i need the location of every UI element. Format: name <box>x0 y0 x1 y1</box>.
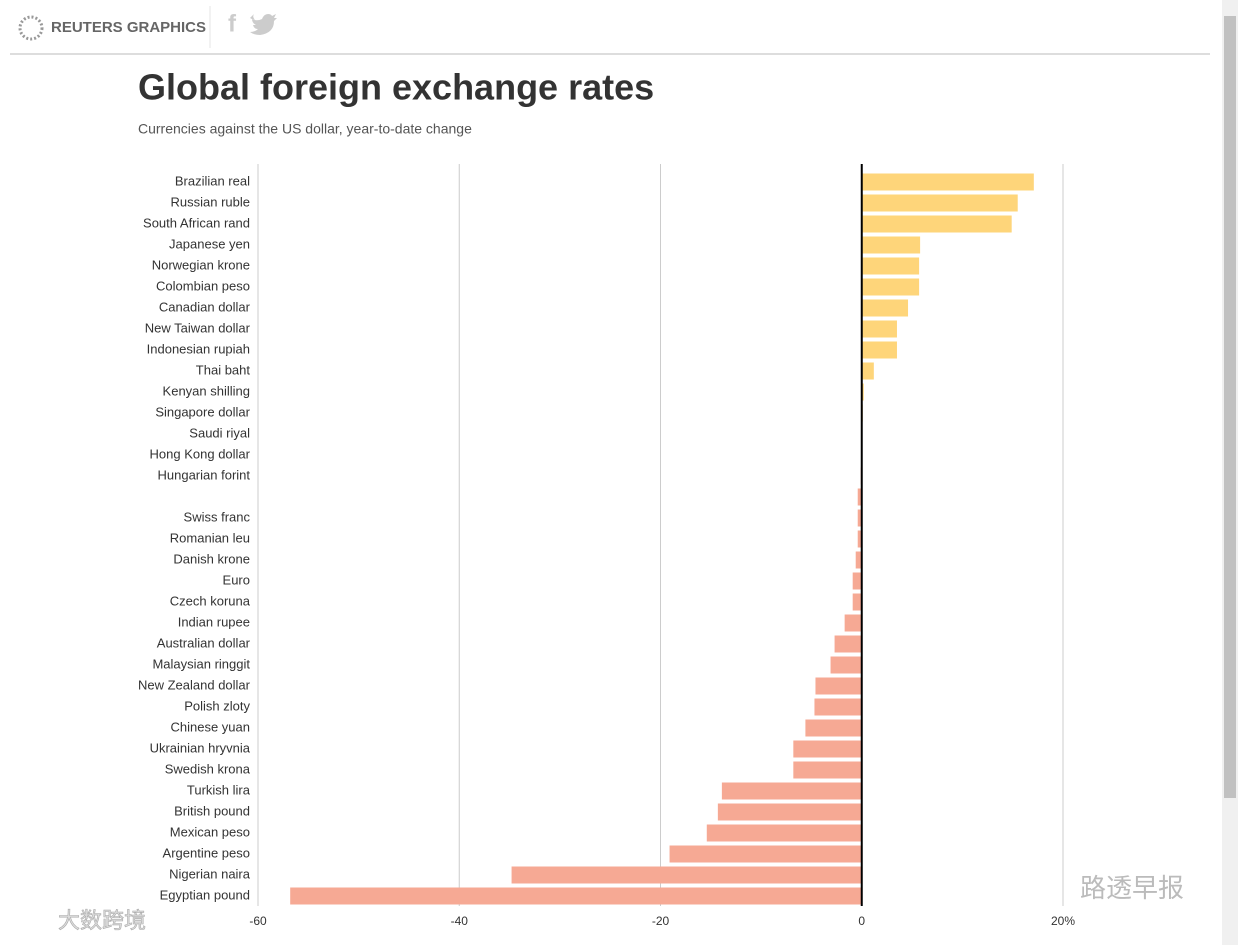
y-tick-label: Russian ruble <box>171 194 251 209</box>
scrollbar-thumb[interactable] <box>1224 16 1236 798</box>
y-tick-label: Singapore dollar <box>155 404 250 419</box>
bar <box>815 677 862 695</box>
y-tick-label: Euro <box>223 572 250 587</box>
bar <box>861 341 897 359</box>
bar <box>861 236 921 254</box>
twitter-icon[interactable] <box>250 14 277 35</box>
bar <box>717 803 862 821</box>
bar <box>814 698 862 716</box>
bar <box>852 572 862 590</box>
bar <box>861 194 1018 212</box>
brand-logo <box>18 15 44 41</box>
x-tick-label: -60 <box>249 914 267 928</box>
bar <box>861 299 909 317</box>
y-tick-label: Danish krone <box>173 551 250 566</box>
y-tick-label: New Zealand dollar <box>138 677 251 692</box>
y-tick-label: Argentine peso <box>163 845 250 860</box>
y-tick-label: British pound <box>174 803 250 818</box>
y-tick-label: Canadian dollar <box>159 299 251 314</box>
bar <box>861 173 1034 191</box>
y-tick-label: Hong Kong dollar <box>150 446 251 461</box>
bar <box>857 488 862 506</box>
bar <box>857 509 862 527</box>
bar <box>793 761 862 779</box>
header-bar <box>0 0 1220 54</box>
bar <box>805 719 862 737</box>
y-tick-label: Romanian leu <box>170 530 250 545</box>
bar <box>852 593 862 611</box>
bar <box>793 740 862 758</box>
y-tick-label: Indian rupee <box>178 614 250 629</box>
bar <box>511 866 862 884</box>
y-tick-label: Czech koruna <box>170 593 251 608</box>
y-tick-label: Australian dollar <box>157 635 251 650</box>
brand-name: REUTERS GRAPHICS <box>51 19 206 36</box>
bar <box>861 257 920 275</box>
bar <box>669 845 862 863</box>
bar <box>861 278 920 296</box>
bar <box>861 215 1012 233</box>
watermark: 路透早报 <box>1080 873 1184 903</box>
y-tick-label: Nigerian naira <box>169 866 251 881</box>
y-tick-label: Kenyan shilling <box>163 383 250 398</box>
bar <box>706 824 862 842</box>
bar <box>834 635 862 653</box>
x-tick-label: -40 <box>451 914 469 928</box>
bar <box>830 656 862 674</box>
bar <box>290 887 862 905</box>
y-tick-label: Mexican peso <box>170 824 250 839</box>
y-tick-label: Egyptian pound <box>160 887 250 902</box>
plot: -60 -40 -20 0 20% Brazilian real Russian ruble… <box>138 164 1075 928</box>
chart-title: Global foreign exchange rates <box>138 67 654 108</box>
y-tick-label: Norwegian krone <box>152 257 250 272</box>
y-tick-label: Malaysian ringgit <box>152 656 250 671</box>
y-tick-label: Polish zloty <box>184 698 250 713</box>
x-tick-label: 0 <box>858 914 865 928</box>
bar <box>721 782 862 800</box>
y-tick-label: Hungarian forint <box>158 467 251 482</box>
y-tick-label: Brazilian real <box>175 173 250 188</box>
y-tick-label: Japanese yen <box>169 236 250 251</box>
y-tick-label: Ukrainian hryvnia <box>150 740 251 755</box>
bar <box>857 530 862 548</box>
watermark: 大数跨境 <box>58 908 146 933</box>
y-tick-label: Saudi riyal <box>189 425 250 440</box>
y-tick-label: Swiss franc <box>184 509 251 524</box>
y-tick-label: Swedish krona <box>165 761 251 776</box>
y-tick-label: Thai baht <box>196 362 251 377</box>
chart-subtitle: Currencies against the US dollar, year-t… <box>138 121 472 137</box>
bar <box>861 320 897 338</box>
y-tick-label: Colombian peso <box>156 278 250 293</box>
bar <box>861 383 864 401</box>
y-tick-label: South African rand <box>143 215 250 230</box>
y-tick-label: New Taiwan dollar <box>145 320 251 335</box>
x-tick-label: 20% <box>1051 914 1075 928</box>
y-tick-label: Indonesian rupiah <box>147 341 250 356</box>
bar <box>844 614 862 632</box>
x-tick-label: -20 <box>652 914 670 928</box>
y-tick-label: Chinese yuan <box>171 719 251 734</box>
y-tick-label: Turkish lira <box>187 782 251 797</box>
bar <box>861 362 874 380</box>
bar <box>855 551 862 569</box>
facebook-icon[interactable]: f <box>228 10 237 37</box>
